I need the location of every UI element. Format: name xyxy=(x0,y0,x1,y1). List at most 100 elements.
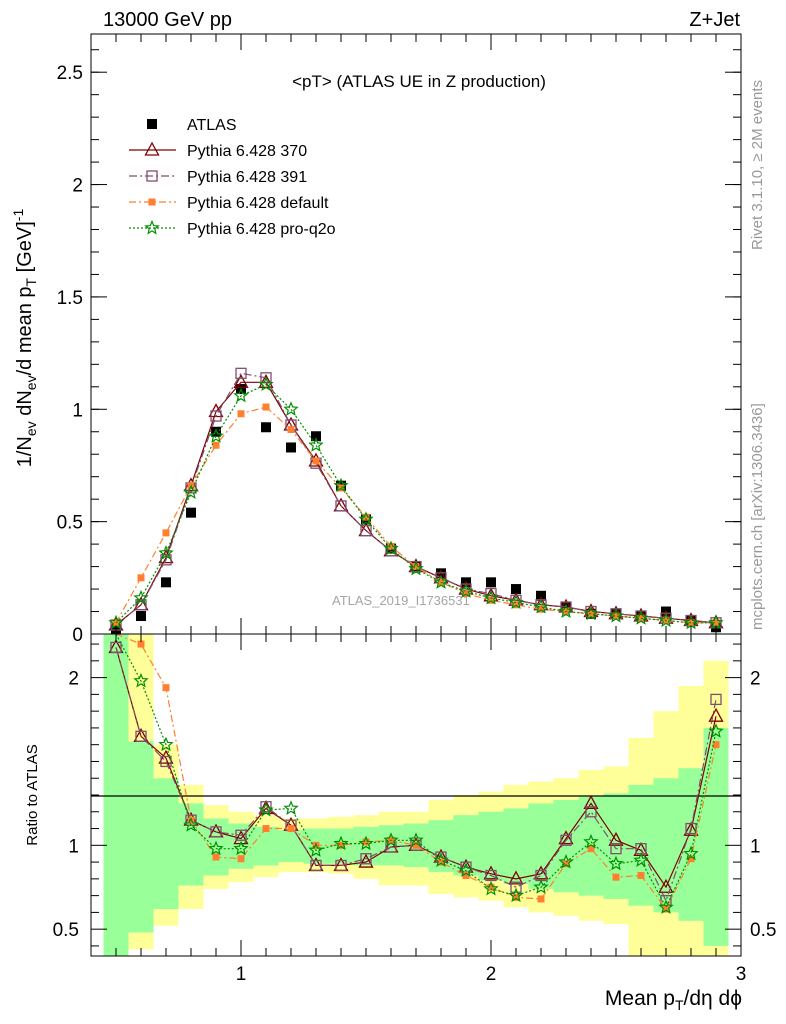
ratio-band-inner xyxy=(703,727,729,946)
main-point-series-4 xyxy=(258,376,274,392)
legend-entry-0-marker xyxy=(147,119,157,129)
main-point-series-4 xyxy=(433,574,449,589)
main-point-series-3 xyxy=(412,563,420,571)
ratio-point-series-1 xyxy=(708,707,724,722)
main-point-series-3 xyxy=(537,605,545,613)
ratio-point-series-3 xyxy=(262,825,270,833)
ratio-point-series-3 xyxy=(712,741,720,749)
main-point-series-1 xyxy=(233,373,249,388)
ratio-bands xyxy=(103,634,729,956)
main-point-series-4 xyxy=(458,583,474,598)
main-point-series-4 xyxy=(383,540,399,556)
ratio-line-series-4 xyxy=(115,633,717,909)
main-point-series-4 xyxy=(333,477,349,493)
ratio-point-series-3 xyxy=(287,825,295,833)
ratio-point-series-4 xyxy=(208,840,224,856)
ratio-y-tick-label-right: 0.5 xyxy=(750,920,776,941)
ratio-point-series-2 xyxy=(260,801,272,813)
ratio-point-series-1 xyxy=(533,865,549,880)
main-point-series-4 xyxy=(408,560,424,576)
main-point-series-4 xyxy=(583,605,599,621)
main-point-series-0 xyxy=(311,431,321,442)
ratio-point-series-4 xyxy=(408,832,424,847)
main-point-series-4 xyxy=(308,437,324,452)
main-y-tick-label: 1 xyxy=(72,400,83,421)
main-point-series-4 xyxy=(658,612,674,628)
main-point-series-2 xyxy=(335,500,347,512)
main-point-series-4 xyxy=(158,545,174,560)
main-point-series-3 xyxy=(262,403,270,411)
main-point-series-0 xyxy=(186,507,196,518)
ratio-point-series-3 xyxy=(162,684,170,692)
ratio-point-series-2 xyxy=(560,834,572,846)
main-line-series-1 xyxy=(115,381,717,626)
main-point-series-3 xyxy=(312,457,320,465)
ratio-point-series-3 xyxy=(512,893,520,901)
main-point-series-4 xyxy=(133,589,149,605)
ratio-point-series-1 xyxy=(683,821,699,836)
main-point-series-3 xyxy=(137,574,145,582)
header-left: 13000 GeV pp xyxy=(103,9,232,31)
main-point-series-2 xyxy=(235,367,247,379)
main-point-series-4 xyxy=(358,511,374,526)
ratio-point-series-4 xyxy=(383,832,399,847)
ratio-point-series-2 xyxy=(585,806,597,818)
main-point-series-3 xyxy=(212,441,220,449)
main-point-series-3 xyxy=(387,542,395,550)
legend-entry-1-marker xyxy=(144,141,160,156)
ratio-point-series-4 xyxy=(658,899,674,914)
ratio-point-series-3 xyxy=(587,845,595,853)
ratio-point-series-2 xyxy=(335,859,347,872)
ratio-band-inner xyxy=(478,811,504,881)
watermark-group: ATLAS_2019_I1736531 xyxy=(332,593,470,608)
main-point-series-4 xyxy=(283,401,299,416)
header-right: Z+Jet xyxy=(689,9,740,31)
ratio-point-series-3 xyxy=(537,895,545,903)
main-point-series-3 xyxy=(162,529,170,537)
main-y-tick-label: 2 xyxy=(72,176,83,197)
ratio-point-series-3 xyxy=(437,858,445,866)
ratio-point-series-2 xyxy=(610,843,622,855)
ratio-band-inner xyxy=(278,830,304,863)
main-point-series-4 xyxy=(708,614,724,630)
main-point-series-2 xyxy=(210,410,222,422)
main-point-series-0 xyxy=(261,422,271,433)
ratio-point-series-4 xyxy=(433,852,449,867)
main-point-series-4 xyxy=(533,598,549,614)
watermark: ATLAS_2019_I1736531 xyxy=(332,593,470,608)
ratio-point-series-1 xyxy=(583,795,599,810)
ratio-band-inner xyxy=(528,803,554,889)
ratio-point-series-2 xyxy=(710,693,722,706)
ratio-point-series-4 xyxy=(308,842,324,857)
ratio-y-tick-label: 2 xyxy=(68,669,79,690)
ratio-y-axis-label: Ratio to ATLAS xyxy=(24,744,41,845)
ratio-band-inner xyxy=(103,634,129,956)
ratio-band-inner xyxy=(378,825,404,866)
main-point-series-3 xyxy=(612,612,620,620)
ratio-point-series-1 xyxy=(483,865,499,880)
main-point-series-3 xyxy=(287,426,295,434)
main-point-series-0 xyxy=(511,584,521,595)
legend-entry-3-label: Pythia 6.428 default xyxy=(187,195,329,212)
ratio-point-series-3 xyxy=(212,853,220,861)
legend-entry-3-marker xyxy=(148,198,156,206)
main-y-axis-label: 1/Nev dNev/d mean pT [GeV]-1 xyxy=(10,209,39,468)
main-y-tick-label: 1.5 xyxy=(57,288,83,309)
ratio-point-series-4 xyxy=(483,880,499,896)
main-title: <pT> (ATLAS UE in Z production) xyxy=(292,72,546,91)
ratio-point-series-4 xyxy=(608,855,624,871)
ratio-point-series-2 xyxy=(410,839,422,851)
main-y-tick-label: 0.5 xyxy=(57,513,83,534)
ratio-point-series-1 xyxy=(558,830,574,845)
main-point-series-4 xyxy=(108,614,124,630)
ratio-y-tick-label: 1 xyxy=(68,836,79,857)
ratio-y-tick-label-right: 2 xyxy=(750,669,761,690)
ratio-point-series-3 xyxy=(637,872,645,879)
ratio-band-inner xyxy=(628,784,654,906)
main-line-series-2 xyxy=(115,372,717,626)
ratio-point-series-1 xyxy=(608,831,624,846)
ratio-point-series-3 xyxy=(662,905,670,913)
main-point-series-4 xyxy=(608,607,624,623)
ratio-point-series-1 xyxy=(658,878,674,893)
main-point-series-3 xyxy=(687,619,695,627)
